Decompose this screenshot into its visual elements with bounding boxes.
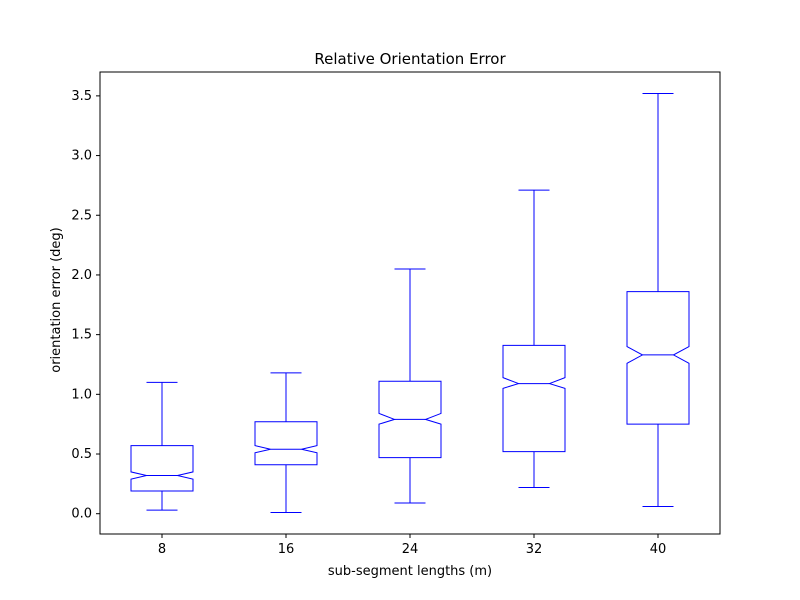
x-axis-label: sub-segment lengths (m) <box>328 564 492 579</box>
chart-title: Relative Orientation Error <box>314 50 506 68</box>
y-tick-label: 0.5 <box>71 447 92 462</box>
box-40 <box>626 291 690 425</box>
x-tick-label: 8 <box>158 542 166 557</box>
y-tick-label: 3.0 <box>71 149 92 164</box>
y-axis-label: orientation error (deg) <box>49 227 64 373</box>
box-8 <box>130 445 194 492</box>
x-tick-label: 16 <box>278 542 295 557</box>
box-16 <box>254 421 318 466</box>
y-tick-label: 0.0 <box>71 507 92 522</box>
plot-area: 0.0 0.5 1.0 1.5 2.0 2.5 3.0 3.5 8 16 24 32 40 <box>71 71 721 557</box>
box-32 <box>502 344 566 453</box>
y-tick-label: 2.5 <box>71 208 92 223</box>
x-tick-label: 40 <box>650 542 667 557</box>
y-tick-label: 1.0 <box>71 387 92 402</box>
box-24 <box>378 380 442 459</box>
y-tick-label: 3.5 <box>71 89 92 104</box>
y-tick-label: 2.0 <box>71 268 92 283</box>
y-tick-label: 1.5 <box>71 328 92 343</box>
x-tick-label: 24 <box>402 542 419 557</box>
x-tick-label: 32 <box>526 542 543 557</box>
